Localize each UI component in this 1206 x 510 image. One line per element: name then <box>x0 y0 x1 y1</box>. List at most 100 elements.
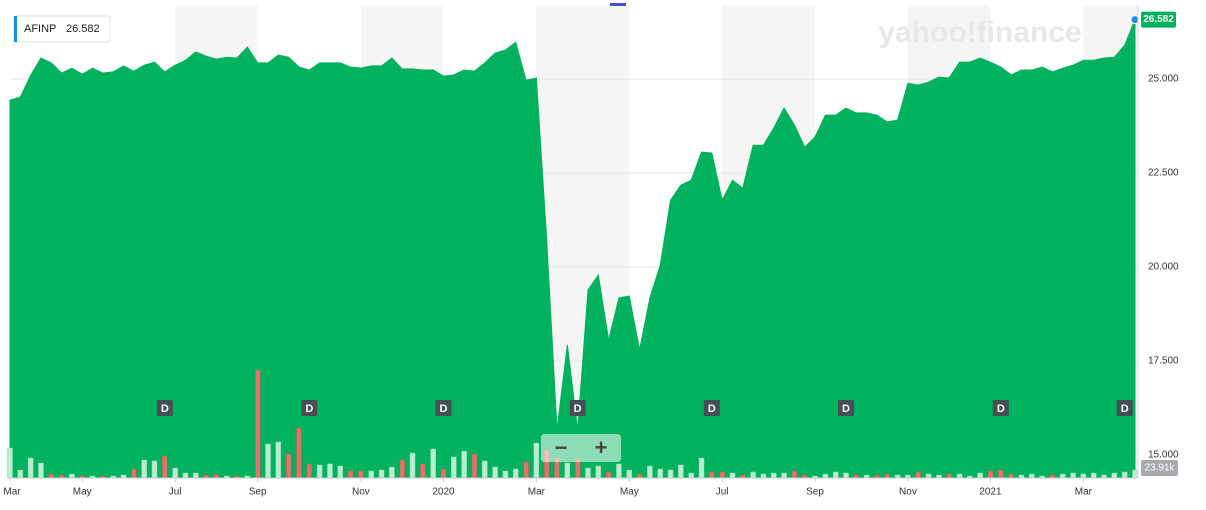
dividend-marker[interactable] <box>156 400 173 416</box>
volume-bar <box>285 453 292 479</box>
dividend-marker[interactable] <box>838 400 855 416</box>
x-tick-label: Jul <box>716 487 729 498</box>
volume-bar <box>595 465 602 479</box>
volume-bar <box>822 473 829 479</box>
volume-bar <box>193 472 199 479</box>
x-tick-label: 2021 <box>979 487 1002 498</box>
volume-bar <box>141 459 147 479</box>
y-tick-label: 22.500 <box>1148 168 1179 179</box>
volume-bar <box>523 461 529 479</box>
volume-bar <box>492 466 498 479</box>
dividend-label: D <box>842 403 850 415</box>
volume-bar <box>843 472 849 479</box>
volume-bar <box>884 473 891 479</box>
y-tick-label: 25.000 <box>1148 74 1179 85</box>
volume-bar <box>151 460 158 479</box>
volume-bar <box>1070 472 1076 479</box>
volume-bar <box>946 473 952 479</box>
volume-bar <box>605 471 612 479</box>
volume-bar <box>420 463 426 479</box>
volume-bar <box>162 455 168 479</box>
dividend-marker[interactable] <box>301 400 318 416</box>
overlay: D D D D D D D D − +26.582 23.91k AFINP 26.582 <box>13 11 1178 476</box>
legend-name: AFINP <box>24 23 56 35</box>
volume-bar <box>636 473 643 479</box>
volume-bar <box>451 456 457 479</box>
x-tick-label: Sep <box>249 487 267 498</box>
volume-bar <box>1008 473 1014 479</box>
volume-bar <box>265 443 271 479</box>
volume-bar <box>781 472 787 479</box>
price-area <box>9 19 1136 479</box>
last-value-label: 26.582 <box>1143 14 1174 25</box>
x-tick-label: Sep <box>806 487 824 498</box>
volume-bar <box>461 450 467 479</box>
volume-bar <box>275 441 282 479</box>
y-tick-label: 20.000 <box>1148 262 1179 273</box>
volume-bar <box>925 473 932 479</box>
volume-bar <box>1090 472 1097 479</box>
dividend-marker[interactable] <box>703 400 720 416</box>
volume-bar <box>729 472 736 479</box>
x-tick-label: Mar <box>528 487 546 498</box>
volume-bar <box>7 447 13 479</box>
volume-bar <box>791 470 798 479</box>
volume-bar <box>182 472 189 479</box>
volume-bar <box>327 463 333 479</box>
volume-bar <box>296 427 302 479</box>
dividend-marker[interactable] <box>435 400 452 416</box>
dividend-marker[interactable] <box>1116 400 1133 416</box>
volume-bar <box>760 473 767 479</box>
volume-bar <box>1080 473 1087 479</box>
volume-bar <box>172 467 178 479</box>
dividend-marker[interactable] <box>992 400 1009 416</box>
volume-bar <box>616 463 622 479</box>
volume-bar <box>977 472 983 479</box>
volume-layer <box>7 369 1138 479</box>
x-tick-label: May <box>620 487 639 498</box>
volume-bar <box>832 471 839 479</box>
volume-bar <box>1111 472 1118 479</box>
volume-bar <box>389 466 395 479</box>
volume-bar <box>709 471 715 479</box>
volume-bar <box>698 457 705 479</box>
volume-bar <box>17 469 24 479</box>
dividend-label: D <box>708 403 716 415</box>
volume-bar <box>719 471 725 479</box>
volume-bar <box>440 468 447 479</box>
volume-bar <box>399 459 405 479</box>
volume-bar <box>430 448 436 479</box>
volume-bar <box>306 463 313 479</box>
zoom-button[interactable]: + <box>595 435 608 460</box>
dividend-label: D <box>440 403 448 415</box>
volume-bar <box>1121 471 1128 479</box>
volume-bar <box>48 473 55 479</box>
dividend-label: D <box>1121 403 1129 415</box>
volume-bar <box>678 464 684 479</box>
volume-bar <box>771 472 777 479</box>
x-tick-label: Mar <box>3 487 21 498</box>
watermark: yahoo!finance <box>878 16 1081 49</box>
y-tick-label: 17.500 <box>1148 356 1179 367</box>
volume-bar <box>378 469 385 479</box>
volume-bar <box>564 462 571 479</box>
volume-label: 23.91k <box>1144 463 1175 474</box>
volume-bar <box>69 473 75 479</box>
volume-bar <box>254 369 261 479</box>
volume-bar <box>502 470 509 479</box>
last-value-tag <box>1141 11 1176 28</box>
x-tick-label: Mar <box>1075 487 1093 498</box>
zoom-button[interactable]: − <box>555 435 568 460</box>
x-tick-label: Nov <box>352 487 370 498</box>
range-handle[interactable] <box>610 3 626 6</box>
volume-bar <box>533 442 540 479</box>
volume-bar <box>998 469 1004 479</box>
volume-bar <box>688 472 694 479</box>
dividend-marker[interactable] <box>569 400 586 416</box>
volume-bar <box>915 471 922 479</box>
volume-bar <box>657 468 663 479</box>
volume-bar <box>316 464 323 479</box>
dividend-label: D <box>997 403 1005 415</box>
volume-bar <box>471 453 478 479</box>
